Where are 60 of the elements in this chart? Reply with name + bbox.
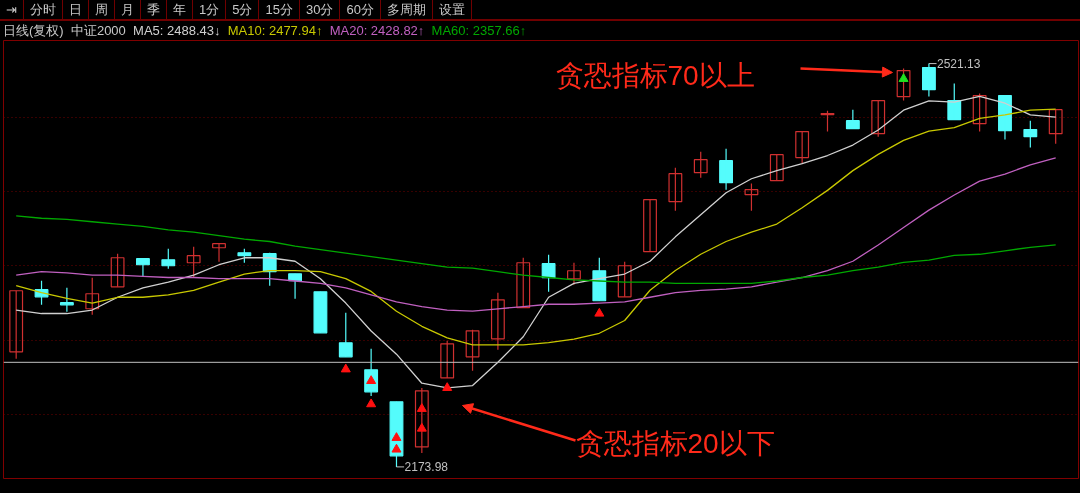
candlestick: [110, 253, 125, 288]
candlestick: [795, 130, 810, 165]
candlestick: [972, 92, 987, 133]
annotation: 2521.13: [937, 57, 981, 72]
text: 1分: [193, 0, 227, 20]
candlestick: [490, 292, 505, 351]
chart-title: 日线(复权): [3, 23, 64, 38]
point: [898, 73, 909, 82]
point: [391, 443, 402, 453]
text: 季: [141, 0, 167, 20]
candlestick: [9, 290, 24, 360]
candlestick: [313, 291, 328, 334]
text: 15分: [259, 0, 300, 20]
candlestick: [744, 182, 759, 212]
candlestick: [617, 261, 632, 298]
candlestick: [567, 262, 581, 286]
candlestick: [85, 277, 100, 316]
text: 5分: [226, 0, 260, 20]
candlestick: [186, 246, 201, 279]
text: 日: [63, 0, 89, 20]
candlestick: [414, 387, 429, 454]
candlestick: [212, 243, 226, 263]
annotation: 贪恐指标20以下: [575, 428, 775, 459]
text: 周: [89, 0, 115, 20]
text: 分时: [24, 0, 63, 20]
candlestick: [896, 68, 911, 102]
candlestick: [1023, 120, 1038, 149]
text: 30分: [299, 0, 341, 20]
point: [340, 363, 351, 373]
candlestick: [516, 257, 531, 309]
point: [416, 422, 427, 432]
text: 月: [115, 0, 141, 20]
text: MA20: 2428.82↑: [329, 23, 425, 38]
text: 60分: [340, 0, 381, 20]
text: MA5: 2488.43↓: [133, 23, 221, 38]
chart-subtitle: 中证2000: [70, 23, 126, 38]
point: [594, 307, 605, 317]
candlestick: [643, 199, 657, 253]
point: [416, 403, 427, 412]
candlestick: [1048, 109, 1063, 145]
annotation: 2173.98: [404, 460, 449, 475]
candlestick: [693, 151, 708, 179]
annotation: 贪恐指标70以上: [555, 60, 755, 91]
candlestick: [161, 248, 176, 270]
candlestick: [871, 99, 886, 138]
text: ⇥: [0, 0, 24, 20]
candlestick: [820, 110, 835, 133]
text: 设置: [432, 0, 472, 20]
text: MA60: 2357.66↑: [431, 23, 527, 38]
candlestick: [338, 312, 353, 358]
text: 年: [167, 0, 193, 20]
candlestick: [440, 340, 455, 379]
candlestick: [769, 154, 784, 182]
candlestick: [668, 167, 683, 212]
candlestick: [465, 329, 480, 372]
text: 多周期: [380, 0, 433, 20]
point: [391, 432, 402, 441]
text: MA10: 2477.94↑: [227, 23, 323, 38]
point: [442, 382, 453, 391]
point: [366, 398, 377, 408]
